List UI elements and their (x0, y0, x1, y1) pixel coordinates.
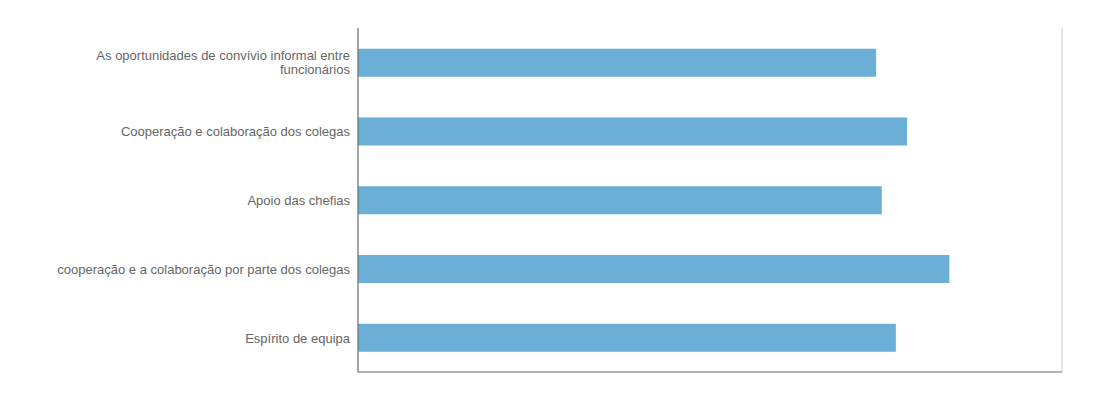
svg-text:Espírito de equipa: Espírito de equipa (245, 330, 351, 345)
svg-text:Apoio das chefias: Apoio das chefias (247, 193, 350, 208)
svg-text:Cooperação e colaboração dos c: Cooperação e colaboração dos colegas (121, 124, 351, 139)
svg-text:cooperação e a colaboração por: cooperação e a colaboração por parte dos… (57, 261, 350, 276)
svg-text:As oportunidades de convívio i: As oportunidades de convívio informal en… (96, 48, 350, 77)
